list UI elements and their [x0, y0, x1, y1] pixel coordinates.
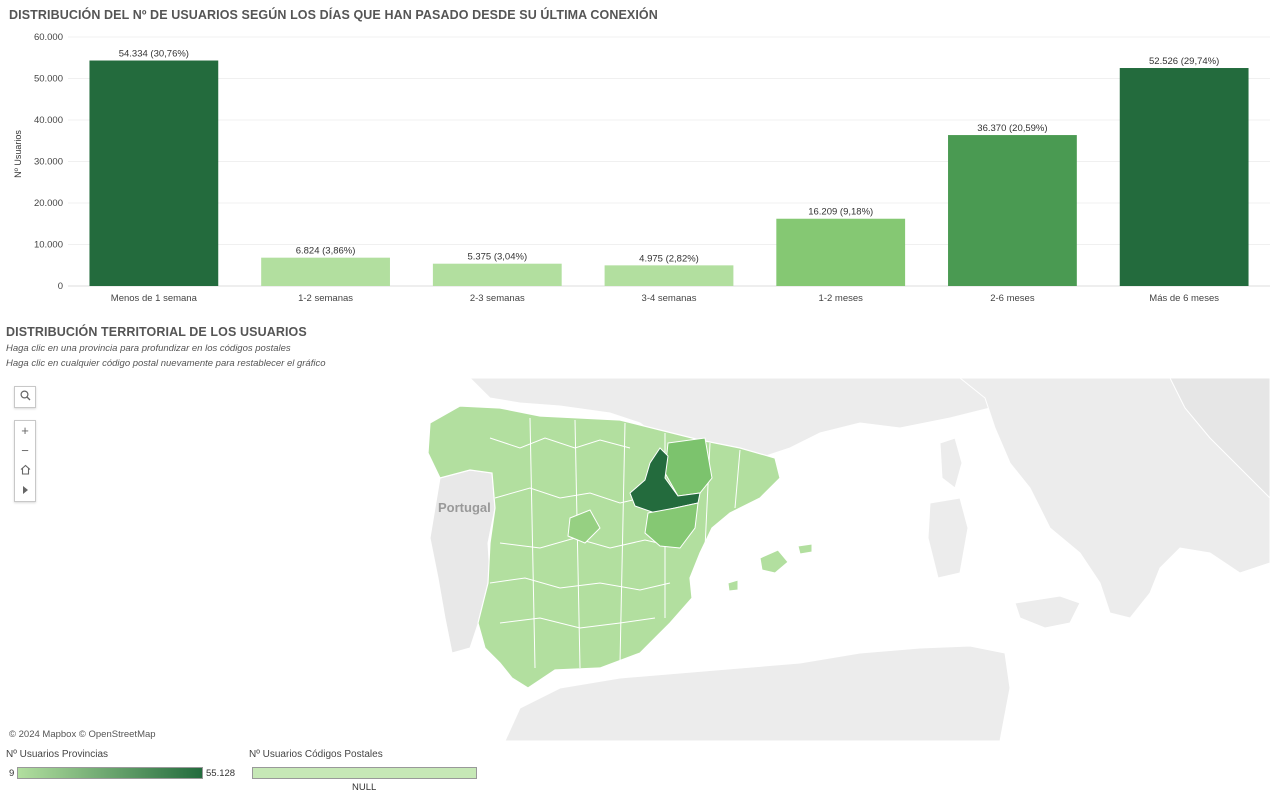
zoom-in-button[interactable]: + — [21, 423, 29, 438]
map-subtitle-1: Haga clic en una provincia para profundi… — [6, 343, 291, 354]
y-axis: 0 10.000 20.000 30.000 40.000 50.000 60.000 — [34, 32, 63, 292]
province-teruel — [644, 502, 699, 549]
y-tick-label: 40.000 — [34, 115, 63, 126]
x-tick-label: 3-4 semanas — [642, 293, 697, 304]
x-axis: Menos de 1 semana 1-2 semanas 2-3 semanas 3… — [111, 293, 1219, 304]
land-menorca — [797, 543, 813, 555]
map-search-control[interactable] — [14, 386, 36, 408]
search-icon[interactable] — [15, 387, 35, 407]
land-mallorca — [759, 549, 789, 574]
data-labels: 54.334 (30,76%) 6.824 (3,86%) 5.375 (3,04%… — [119, 49, 1220, 265]
land-italy — [959, 378, 1270, 619]
y-axis-label: Nº Usuarios — [13, 130, 23, 178]
y-tick-label: 10.000 — [34, 240, 63, 251]
map-subtitle-2: Haga clic en cualquier código postal nue… — [6, 358, 326, 369]
land-corsica — [939, 437, 963, 489]
legend-provincias-min: 9 — [9, 768, 15, 779]
bar — [432, 263, 562, 286]
legend-provincias-title: Nº Usuarios Provincias — [6, 749, 109, 760]
data-label: 6.824 (3,86%) — [296, 246, 356, 257]
map-title: DISTRIBUCIÓN TERRITORIAL DE LOS USUARIOS — [6, 325, 307, 339]
legend-provincias-gradient — [17, 767, 203, 779]
map-attribution: © 2024 Mapbox © OpenStreetMap — [9, 729, 156, 740]
bar — [604, 265, 734, 286]
data-label: 5.375 (3,04%) — [467, 252, 527, 263]
bars — [89, 60, 1249, 286]
y-tick-label: 50.000 — [34, 74, 63, 85]
data-label: 54.334 (30,76%) — [119, 49, 189, 60]
bar — [776, 218, 906, 286]
play-icon[interactable] — [15, 481, 35, 501]
land-ibiza — [727, 579, 739, 592]
land-sicily — [1014, 595, 1081, 629]
map-canvas[interactable]: Portugal — [0, 378, 1270, 741]
x-tick-label: 2-3 semanas — [470, 293, 525, 304]
zoom-out-button[interactable]: − — [21, 443, 29, 458]
bar-chart: 0 10.000 20.000 30.000 40.000 50.000 60.000 Nº… — [13, 32, 1270, 304]
y-tick-label: 20.000 — [34, 198, 63, 209]
bar — [1119, 68, 1249, 286]
data-label: 4.975 (2,82%) — [639, 253, 699, 264]
y-tick-label: 30.000 — [34, 157, 63, 168]
legend-cp-title: Nº Usuarios Códigos Postales — [249, 749, 383, 760]
x-tick-label: Más de 6 meses — [1149, 293, 1219, 304]
province-borders — [489, 417, 741, 669]
country-label-portugal: Portugal — [438, 500, 491, 515]
bar — [948, 135, 1077, 286]
legend-provincias-max: 55.128 — [206, 768, 236, 779]
legend-cp-null: NULL — [352, 782, 377, 793]
x-tick-label: 1-2 semanas — [298, 293, 353, 304]
home-icon[interactable] — [15, 461, 35, 481]
map-zoom-controls: + − — [14, 420, 36, 502]
x-tick-label: Menos de 1 semana — [111, 293, 198, 304]
y-tick-label: 0 — [58, 281, 63, 292]
land-balkans — [1169, 378, 1270, 499]
x-tick-label: 1-2 meses — [819, 293, 864, 304]
chart-title: DISTRIBUCIÓN DEL Nº DE USUARIOS SEGÚN LO… — [9, 8, 658, 22]
province-madrid — [567, 509, 601, 544]
data-label: 36.370 (20,59%) — [977, 123, 1047, 134]
data-label: 52.526 (29,74%) — [1149, 56, 1219, 67]
land-north-africa — [504, 645, 1011, 741]
chart-gridlines — [68, 36, 1270, 287]
map[interactable]: Portugal — [0, 378, 1270, 741]
legend-cp-swatch — [252, 767, 477, 779]
land-sardinia — [927, 497, 969, 579]
data-label: 16.209 (9,18%) — [808, 207, 873, 218]
x-tick-label: 2-6 meses — [990, 293, 1035, 304]
bar — [261, 257, 390, 286]
bar — [89, 60, 219, 286]
y-tick-label: 60.000 — [34, 32, 63, 43]
